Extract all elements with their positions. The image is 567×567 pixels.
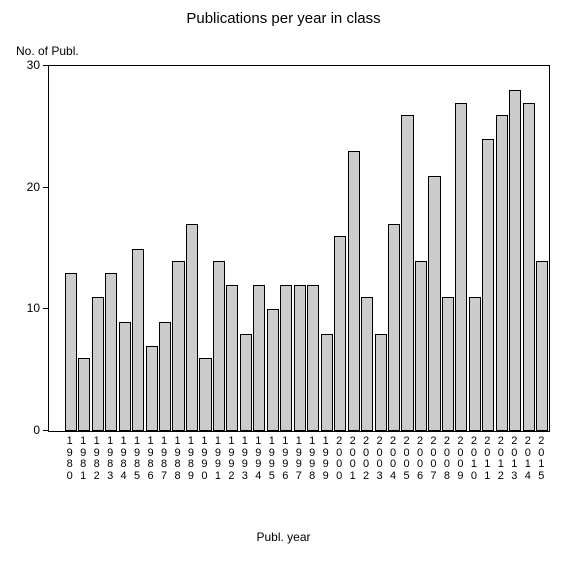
x-tick-label: 2 0 0 6 <box>413 436 426 482</box>
bar <box>199 358 211 431</box>
x-tick-label: 2 0 0 3 <box>373 436 386 482</box>
y-tick-label: 0 <box>33 423 40 437</box>
x-tick-label: 2 0 1 1 <box>481 436 494 482</box>
bar <box>523 103 535 432</box>
x-tick-label: 1 9 9 6 <box>279 436 292 482</box>
bars-layer <box>49 66 549 431</box>
plot-area <box>48 65 550 432</box>
bar <box>375 334 387 431</box>
bar <box>213 261 225 431</box>
bar <box>280 285 292 431</box>
bar <box>119 322 131 432</box>
x-tick-label: 1 9 8 4 <box>117 436 130 482</box>
bar <box>172 261 184 431</box>
x-tick-label: 1 9 9 3 <box>238 436 251 482</box>
x-tick-label: 1 9 8 5 <box>130 436 143 482</box>
x-tick-label: 1 9 8 0 <box>63 436 76 482</box>
bar <box>146 346 158 431</box>
bar <box>482 139 494 431</box>
bar <box>186 224 198 431</box>
x-tick-label: 1 9 8 6 <box>144 436 157 482</box>
x-tick-label: 2 0 1 5 <box>535 436 548 482</box>
y-tick-label: 10 <box>27 301 40 315</box>
y-tick-label: 20 <box>27 180 40 194</box>
x-tick-label: 1 9 9 9 <box>319 436 332 482</box>
bar <box>401 115 413 431</box>
x-tick-label: 1 9 9 4 <box>252 436 265 482</box>
bar <box>267 309 279 431</box>
bar <box>361 297 373 431</box>
x-tick-label: 2 0 0 4 <box>386 436 399 482</box>
x-tick-label: 2 0 0 8 <box>440 436 453 482</box>
x-tick-label: 2 0 0 0 <box>332 436 345 482</box>
bar <box>496 115 508 431</box>
bar <box>348 151 360 431</box>
bar <box>78 358 90 431</box>
bar <box>536 261 548 431</box>
bar <box>334 236 346 431</box>
x-tick-label: 1 9 9 1 <box>211 436 224 482</box>
x-tick-label: 2 0 0 7 <box>427 436 440 482</box>
x-tick-label: 1 9 9 5 <box>265 436 278 482</box>
y-tick-mark <box>43 65 48 66</box>
bar <box>240 334 252 431</box>
x-tick-label: 2 0 0 5 <box>400 436 413 482</box>
x-axis-title: Publ. year <box>0 530 567 544</box>
x-tick-label: 2 0 0 2 <box>359 436 372 482</box>
x-labels: 1 9 8 01 9 8 11 9 8 21 9 8 31 9 8 41 9 8… <box>48 432 548 502</box>
chart-container: Publications per year in class No. of Pu… <box>0 0 567 567</box>
x-tick-label: 1 9 8 1 <box>76 436 89 482</box>
bar <box>65 273 77 431</box>
x-tick-label: 1 9 9 8 <box>306 436 319 482</box>
x-tick-label: 1 9 9 2 <box>225 436 238 482</box>
bar <box>294 285 306 431</box>
y-tick-mark <box>43 187 48 188</box>
x-tick-label: 1 9 8 8 <box>171 436 184 482</box>
x-tick-label: 1 9 9 0 <box>198 436 211 482</box>
bar <box>132 249 144 432</box>
x-tick-label: 2 0 1 4 <box>521 436 534 482</box>
bar <box>455 103 467 432</box>
x-tick-label: 2 0 1 2 <box>494 436 507 482</box>
x-tick-label: 2 0 0 1 <box>346 436 359 482</box>
chart-title: Publications per year in class <box>0 10 567 27</box>
x-tick-label: 1 9 8 3 <box>103 436 116 482</box>
x-tick-label: 2 0 0 9 <box>454 436 467 482</box>
x-tick-label: 1 9 8 9 <box>184 436 197 482</box>
y-tick-mark <box>43 430 48 431</box>
x-tick-label: 2 0 1 0 <box>467 436 480 482</box>
bar <box>307 285 319 431</box>
bar <box>105 273 117 431</box>
bar <box>509 90 521 431</box>
bar <box>469 297 481 431</box>
bar <box>388 224 400 431</box>
x-tick-label: 1 9 8 2 <box>90 436 103 482</box>
bar <box>159 322 171 432</box>
y-tick-label: 30 <box>27 58 40 72</box>
x-tick-label: 1 9 8 7 <box>157 436 170 482</box>
bar <box>415 261 427 431</box>
bar <box>428 176 440 432</box>
y-tick-mark <box>43 308 48 309</box>
bar <box>226 285 238 431</box>
x-tick-label: 2 0 1 3 <box>508 436 521 482</box>
bar <box>92 297 104 431</box>
bar <box>321 334 333 431</box>
x-tick-label: 1 9 9 7 <box>292 436 305 482</box>
bar <box>253 285 265 431</box>
bar <box>442 297 454 431</box>
y-axis-title: No. of Publ. <box>16 44 79 58</box>
